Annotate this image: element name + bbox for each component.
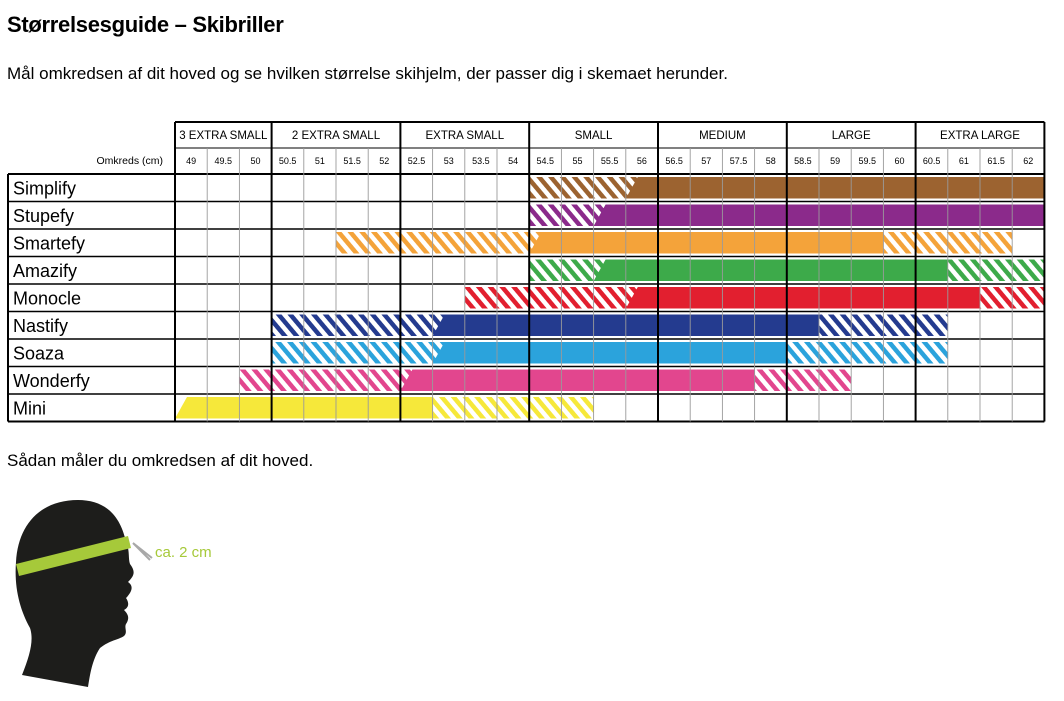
- circumference-tick-label: 53: [444, 156, 454, 166]
- circumference-tick-label: 58.5: [794, 156, 812, 166]
- circumference-tick-label: 51: [315, 156, 325, 166]
- measure-heading: Sådan måler du omkredsen af dit hoved.: [7, 451, 314, 470]
- model-label-amazify: Amazify: [13, 261, 77, 281]
- model-label-stupefy: Stupefy: [13, 206, 74, 226]
- model-label-monocle: Monocle: [13, 289, 81, 309]
- size-chart: 3 EXTRA SMALL 49 49.5 50 2 EXTRA SMALL 50.5 51…: [7, 121, 1046, 423]
- circumference-tick-label: 60.5: [923, 156, 941, 166]
- circumference-tick-label: 57: [701, 156, 711, 166]
- size-group-label: 2 EXTRA SMALL: [292, 130, 381, 142]
- circumference-tick-label: 61: [959, 156, 969, 166]
- bar-solid-amazify: [593, 259, 948, 281]
- circumference-tick-label: 51.5: [343, 156, 361, 166]
- circumference-tick-label: 54.5: [537, 156, 555, 166]
- circumference-tick-label: 60: [894, 156, 904, 166]
- size-group-label: LARGE: [832, 130, 871, 142]
- circumference-tick-label: 61.5: [987, 156, 1005, 166]
- circumference-tick-label: 49.5: [215, 156, 233, 166]
- bar-hatch-smartefy-2: [915, 232, 1013, 254]
- circumference-header-label: Omkreds (cm): [97, 155, 164, 167]
- circumference-tick-label: 56.5: [665, 156, 683, 166]
- circumference-tick-label: 50: [250, 156, 260, 166]
- circumference-tick-label: 62: [1023, 156, 1033, 166]
- size-group-label: 3 EXTRA SMALL: [179, 130, 268, 142]
- measure-pointer-icon: [132, 542, 153, 561]
- bar-hatch-smartefy-0: [336, 232, 562, 254]
- head-silhouette-icon: [15, 500, 134, 687]
- circumference-tick-label: 59: [830, 156, 840, 166]
- circumference-tick-label: 58: [766, 156, 776, 166]
- model-label-soaza: Soaza: [13, 344, 65, 364]
- circumference-tick-label: 49: [186, 156, 196, 166]
- bar-solid-soaza: [432, 342, 787, 364]
- head-measure-illustration: ca. 2 cm: [15, 500, 212, 687]
- size-group-label: EXTRA LARGE: [940, 130, 1020, 142]
- measure-label: ca. 2 cm: [155, 544, 212, 561]
- size-group-label: SMALL: [575, 130, 613, 142]
- size-group-label: EXTRA SMALL: [425, 130, 504, 142]
- model-label-nastify: Nastify: [13, 316, 68, 336]
- circumference-tick-label: 55.5: [601, 156, 619, 166]
- bar-solid-smartefy: [529, 232, 884, 254]
- circumference-tick-label: 52: [379, 156, 389, 166]
- circumference-tick-label: 56: [637, 156, 647, 166]
- bar-solid-monocle: [625, 287, 980, 309]
- bar-hatch-nastify-1: [786, 314, 948, 336]
- intro-text: Mål omkredsen af dit hoved og se hvilken…: [7, 64, 728, 83]
- circumference-tick-label: 53.5: [472, 156, 490, 166]
- page-title: Størrelsesguide – Skibriller: [7, 12, 284, 37]
- measure-band-icon: [16, 536, 131, 576]
- model-label-simplify: Simplify: [13, 179, 76, 199]
- circumference-tick-label: 52.5: [408, 156, 426, 166]
- model-label-wonderfy: Wonderfy: [13, 371, 90, 391]
- circumference-tick-label: 59.5: [859, 156, 877, 166]
- bar-solid-simplify: [625, 177, 1045, 199]
- bar-solid-wonderfy: [400, 369, 755, 391]
- size-group-label: MEDIUM: [699, 130, 746, 142]
- model-label-smartefy: Smartefy: [13, 234, 85, 254]
- circumference-tick-label: 57.5: [730, 156, 748, 166]
- model-label-mini: Mini: [13, 399, 46, 419]
- circumference-tick-label: 55: [572, 156, 582, 166]
- circumference-tick-label: 54: [508, 156, 518, 166]
- circumference-tick-label: 50.5: [279, 156, 297, 166]
